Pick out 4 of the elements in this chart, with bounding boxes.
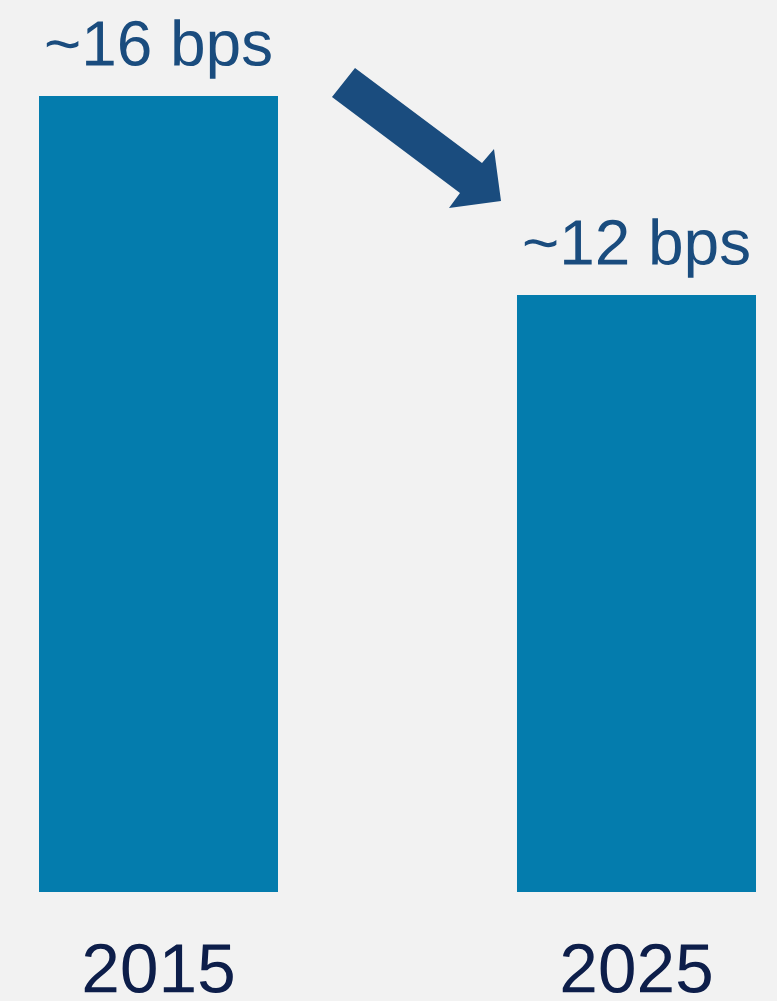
x-tick-label: 2015 — [84, 943, 233, 994]
data-label: ~16 bps — [46, 19, 271, 79]
data-label: ~12 bps — [524, 218, 749, 278]
x-tick-label: 2025 — [562, 943, 711, 994]
